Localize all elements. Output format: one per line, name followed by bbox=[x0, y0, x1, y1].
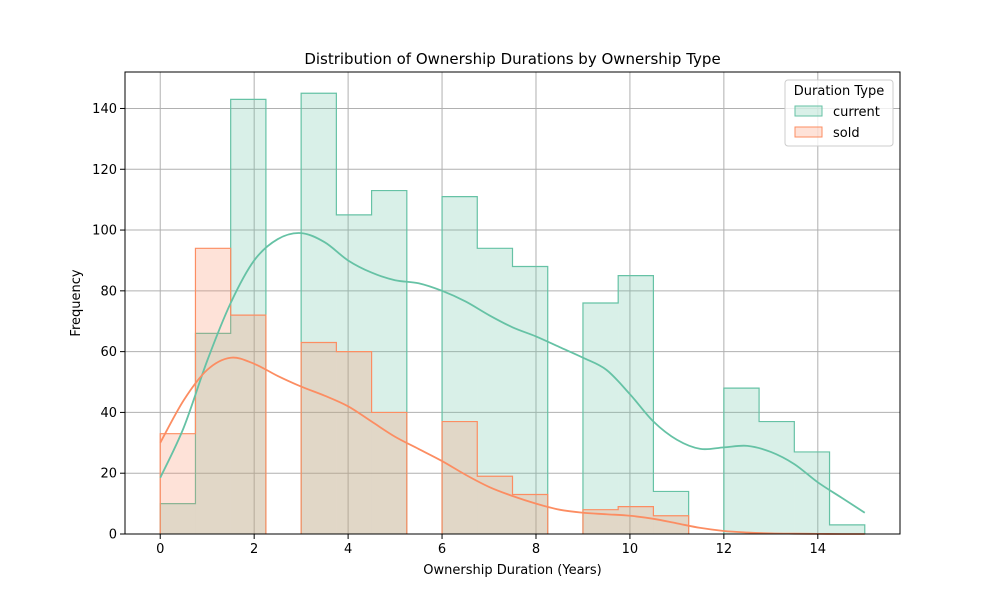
bars-current bbox=[159, 92, 866, 535]
x-tick-label: 2 bbox=[250, 542, 258, 557]
y-tick-label: 60 bbox=[100, 345, 117, 360]
current-bar bbox=[759, 421, 795, 534]
sold-bar bbox=[371, 412, 407, 534]
y-tick-label: 20 bbox=[100, 467, 117, 482]
plot-frame bbox=[124, 71, 901, 535]
current-bar bbox=[336, 214, 372, 534]
current-bar bbox=[512, 266, 548, 534]
x-axis-label: Ownership Duration (Years) bbox=[423, 563, 602, 578]
legend-label-current: current bbox=[833, 105, 880, 120]
x-tick-label: 6 bbox=[438, 542, 446, 557]
histogram-bars bbox=[159, 92, 866, 535]
y-tick-label: 100 bbox=[92, 224, 117, 239]
sold-bar bbox=[618, 506, 654, 534]
current-bar bbox=[794, 451, 830, 534]
y-tick-label: 0 bbox=[109, 528, 117, 543]
current-bar bbox=[195, 333, 231, 534]
legend-swatch-current bbox=[794, 105, 823, 117]
x-tick-label: 12 bbox=[716, 542, 733, 557]
y-axis-label: Frequency bbox=[69, 269, 84, 336]
legend-box bbox=[784, 79, 894, 147]
sold-bar bbox=[230, 315, 266, 534]
current-kde-line bbox=[159, 232, 866, 514]
current-bar bbox=[653, 491, 689, 534]
legend: Duration Type current sold bbox=[784, 79, 894, 147]
legend-label-sold: sold bbox=[833, 126, 860, 141]
current-bar bbox=[618, 275, 654, 534]
current-bar bbox=[371, 190, 407, 534]
chart-title: Distribution of Ownership Durations by O… bbox=[304, 50, 720, 68]
x-tick-label: 10 bbox=[622, 542, 639, 557]
sold-bar bbox=[195, 248, 231, 534]
current-bar bbox=[160, 503, 196, 534]
y-tick-label: 120 bbox=[92, 163, 117, 178]
kde-curves bbox=[159, 232, 866, 535]
current-bar bbox=[582, 303, 619, 534]
x-tick-label: 4 bbox=[344, 542, 352, 557]
current-bar bbox=[723, 388, 760, 534]
current-step-outline bbox=[159, 92, 866, 534]
sold-kde-line bbox=[159, 356, 865, 535]
x-tick-label: 8 bbox=[532, 542, 540, 557]
x-tick-label: 14 bbox=[810, 542, 827, 557]
sold-bar bbox=[512, 494, 548, 534]
current-bar bbox=[477, 248, 513, 534]
current-bar bbox=[230, 99, 266, 535]
sold-bar bbox=[301, 342, 337, 534]
x-tick-label: 0 bbox=[156, 542, 164, 557]
legend-swatch-sold bbox=[794, 126, 823, 138]
sold-step-outline bbox=[159, 247, 690, 534]
sold-bar bbox=[160, 433, 196, 534]
bars-sold bbox=[159, 247, 690, 534]
legend-title: Duration Type bbox=[794, 84, 884, 99]
current-bar bbox=[301, 93, 337, 535]
y-tick-label: 140 bbox=[92, 102, 117, 117]
y-tick-label: 40 bbox=[100, 406, 117, 421]
current-bar bbox=[829, 524, 865, 534]
sold-bar bbox=[336, 351, 372, 534]
sold-bar bbox=[477, 476, 513, 534]
y-tick-label: 80 bbox=[100, 284, 117, 299]
